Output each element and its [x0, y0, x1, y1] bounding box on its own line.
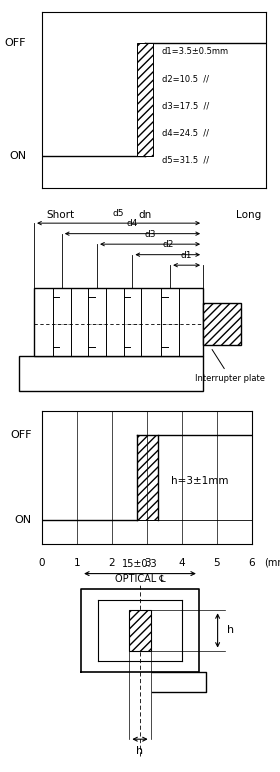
Text: d3=17.5  //: d3=17.5 //: [162, 101, 209, 110]
Text: d5: d5: [113, 209, 124, 218]
Text: 3: 3: [144, 557, 150, 567]
Text: 2: 2: [109, 557, 115, 567]
Text: h=3±1mm: h=3±1mm: [171, 476, 229, 486]
Text: Long: Long: [236, 211, 262, 221]
Bar: [19, 356, 203, 391]
Text: d4=24.5  //: d4=24.5 //: [162, 129, 209, 137]
Bar: [137, 435, 157, 520]
Bar: [137, 43, 153, 156]
Text: (mm): (mm): [264, 557, 280, 567]
Text: ON: ON: [14, 516, 31, 526]
Text: d4: d4: [127, 219, 138, 229]
Bar: [129, 611, 151, 651]
Text: h: h: [136, 746, 144, 756]
Text: ON: ON: [9, 151, 26, 161]
Text: 0: 0: [39, 557, 45, 567]
Bar: [34, 288, 203, 356]
Text: OFF: OFF: [10, 430, 31, 440]
Text: Interrupter plate: Interrupter plate: [195, 350, 265, 383]
Text: d2=10.5  //: d2=10.5 //: [162, 74, 209, 83]
Text: d3: d3: [144, 230, 156, 239]
Text: 5: 5: [214, 557, 220, 567]
Text: OFF: OFF: [5, 39, 26, 49]
Text: 1: 1: [74, 557, 80, 567]
Text: d1=3.5±0.5mm: d1=3.5±0.5mm: [162, 47, 229, 56]
Text: d1: d1: [181, 251, 192, 260]
Text: OPTICAL ℄: OPTICAL ℄: [115, 574, 165, 584]
Text: 6: 6: [249, 557, 255, 567]
Text: 15±0.3: 15±0.3: [122, 559, 158, 568]
Text: Short: Short: [46, 211, 74, 221]
Text: dn: dn: [138, 211, 152, 221]
Text: d2: d2: [162, 240, 173, 249]
Text: h: h: [227, 625, 234, 635]
Bar: [203, 303, 241, 345]
Text: 4: 4: [179, 557, 185, 567]
Text: d5=31.5  //: d5=31.5 //: [162, 156, 209, 165]
